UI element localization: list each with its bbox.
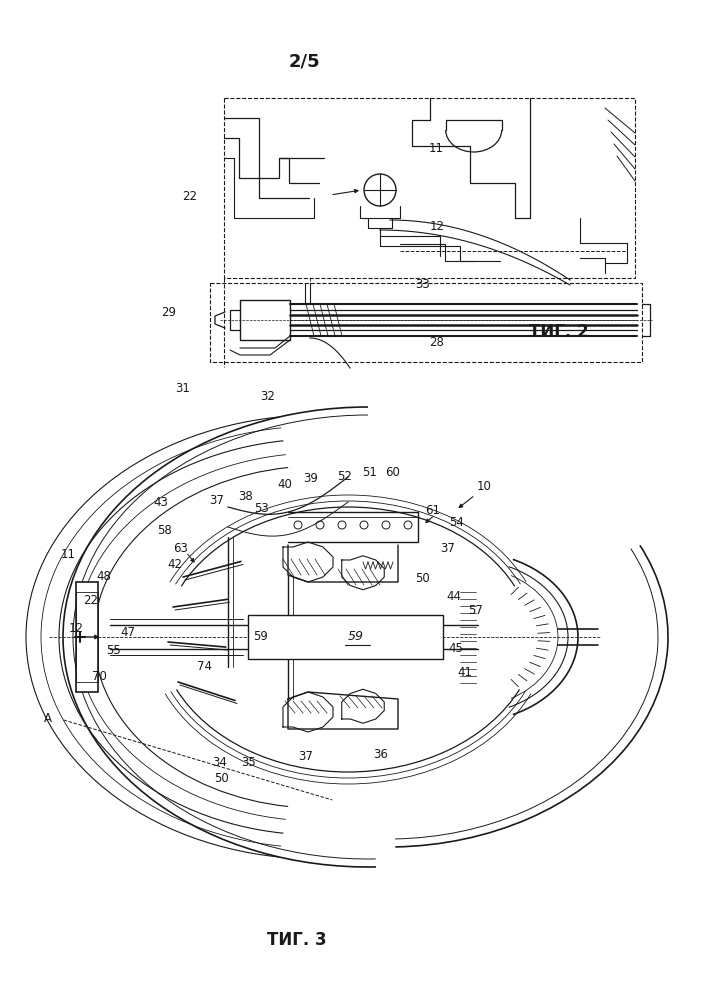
Text: 44: 44 [446, 589, 462, 602]
Bar [224, 98, 635, 278]
Text: 34: 34 [211, 756, 227, 768]
Text: 53: 53 [255, 502, 269, 516]
Text: 35: 35 [242, 756, 256, 770]
Text: 12: 12 [69, 621, 84, 635]
Text: 22: 22 [83, 594, 98, 607]
Text: 55: 55 [106, 645, 120, 658]
Text: A: A [44, 712, 52, 724]
Text: 51: 51 [362, 466, 378, 479]
Text: 37: 37 [209, 493, 224, 506]
Text: 11: 11 [61, 548, 76, 560]
Bar [76, 592, 98, 682]
Text: 59: 59 [252, 631, 268, 644]
Text: 40: 40 [277, 478, 293, 490]
Text: ΤИГ. 3: ΤИГ. 3 [267, 931, 327, 949]
Text: 50: 50 [415, 572, 429, 585]
Text: 50: 50 [214, 772, 228, 784]
Text: 32: 32 [259, 389, 275, 402]
Text: 29: 29 [160, 306, 176, 320]
Text: 48: 48 [96, 570, 112, 582]
Text: 22: 22 [182, 190, 197, 202]
Text: 58: 58 [158, 524, 172, 538]
Text: 12: 12 [429, 220, 445, 232]
Text: 39: 39 [303, 473, 319, 486]
Bar [76, 582, 98, 692]
Text: 37: 37 [440, 542, 455, 556]
Text: 31: 31 [175, 381, 190, 394]
Text: 54: 54 [449, 516, 464, 530]
Text: 74: 74 [197, 660, 212, 672]
Text: 42: 42 [168, 558, 183, 572]
Text: 47: 47 [120, 626, 136, 640]
Text: 10: 10 [477, 481, 492, 493]
Text: 59: 59 [348, 631, 364, 644]
Text: ΤИГ. 2: ΤИГ. 2 [529, 323, 588, 341]
Bar [210, 283, 642, 362]
Text: 38: 38 [239, 489, 253, 502]
Text: 11: 11 [428, 141, 444, 154]
Text: 36: 36 [373, 748, 389, 762]
Bar [248, 615, 443, 659]
Text: 57: 57 [468, 604, 484, 617]
Text: 45: 45 [448, 642, 464, 654]
Text: 70: 70 [91, 670, 107, 682]
Text: 41: 41 [457, 666, 472, 678]
Text: 60: 60 [385, 466, 400, 479]
Text: 33: 33 [416, 277, 430, 290]
Text: 61: 61 [425, 504, 440, 518]
Text: 37: 37 [298, 750, 313, 764]
Text: 28: 28 [428, 336, 444, 349]
Text: 63: 63 [173, 542, 188, 554]
Text: 43: 43 [153, 495, 169, 508]
Text: 2/5: 2/5 [288, 53, 320, 71]
Text: 52: 52 [337, 471, 353, 484]
